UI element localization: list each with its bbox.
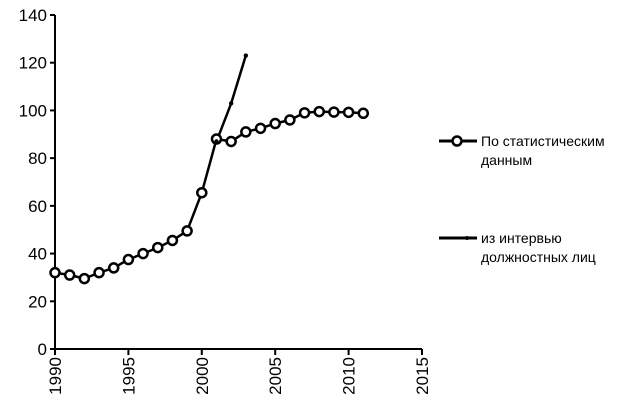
data-point-0 [328,106,340,118]
legend-swatch-interviews [439,236,477,240]
data-point-0 [93,266,105,279]
data-point-0 [196,186,208,199]
data-point-1 [228,101,234,106]
y-tick-label: 0 [38,340,47,359]
chart-axes [50,14,423,355]
legend-label-statistics: По статистическим данным [481,133,605,168]
y-tick-label: 80 [28,149,47,168]
data-point-0 [122,253,135,266]
data-point-0 [284,114,296,126]
plot-area [49,53,370,285]
data-point-0 [240,126,252,138]
y-tick-label: 60 [28,197,47,216]
legend-swatch-statistics [439,135,477,147]
x-tick-label: 1990 [46,357,65,395]
data-point-0 [78,272,91,285]
data-point-0 [357,107,370,120]
legend-label-interviews: из интервью должностных лиц [481,230,596,265]
data-point-0 [225,135,237,148]
data-point-0 [254,122,267,135]
x-tick-label: 2000 [193,357,212,395]
y-tick-label: 20 [28,292,47,311]
y-tick-label: 140 [19,6,47,25]
data-point-0 [49,266,61,279]
data-point-0 [269,117,281,130]
data-point-0 [152,241,164,254]
tick-labels: 0 20 40 60 80 100 120 140 1990 1995 2000 2005 2010 20… [19,6,432,395]
x-tick-label: 2015 [413,357,432,395]
data-point-1 [214,139,219,144]
data-point-0 [166,234,179,247]
data-point-0 [342,106,355,119]
data-point-0 [298,107,311,119]
y-tick-label: 40 [28,245,47,264]
x-tick-label: 1995 [119,357,138,395]
data-point-0 [313,105,325,118]
x-tick-label: 2010 [340,357,359,395]
x-tick-label: 2005 [266,357,285,395]
data-point-1 [243,53,249,58]
data-point-0 [181,225,193,237]
data-point-0 [137,247,149,260]
data-point-0 [107,262,120,274]
series-line-0 [54,110,364,280]
data-point-0 [63,269,76,281]
y-tick-label: 100 [19,101,47,120]
y-tick-label: 120 [19,54,47,73]
